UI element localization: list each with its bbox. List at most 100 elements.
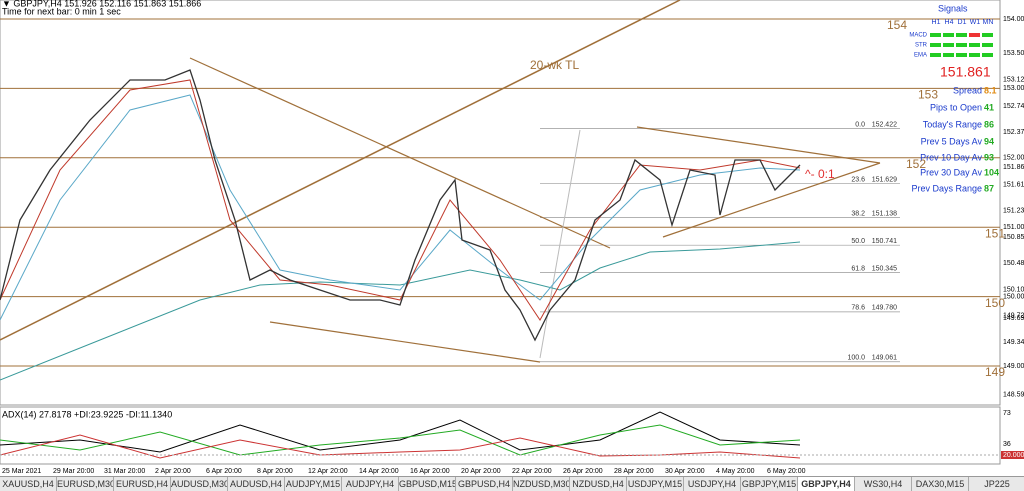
signal-cell — [969, 53, 980, 57]
symbol-tab[interactable]: GBPUSD,M15 — [399, 477, 456, 491]
price-axis-label: 153.505 — [1003, 50, 1024, 57]
signal-row: MACD — [909, 33, 927, 39]
symbol-tab[interactable]: AUDJPY,M15 — [285, 477, 342, 491]
trendline — [189, 57, 611, 249]
symbol-tab[interactable]: DAX30,M15 — [912, 477, 969, 491]
signal-cell — [982, 53, 993, 57]
moving-average — [0, 241, 801, 381]
price-axis-label: 150.855 — [1003, 234, 1024, 241]
level-label: 151 — [985, 226, 1005, 240]
stat-value: 93 — [984, 152, 994, 162]
signal-column: MN — [983, 19, 994, 26]
time-axis-label: 29 Mar 20:00 — [53, 468, 94, 475]
symbol-tab[interactable]: GBPJPY,M15 — [741, 477, 798, 491]
current-price: 151.861 — [940, 64, 991, 80]
signal-cell — [969, 33, 980, 37]
fib-level: 38.2 — [851, 210, 865, 217]
signal-column: H4 — [945, 19, 954, 26]
stat-label: Prev Days Range — [911, 183, 982, 193]
signal-cell — [956, 53, 967, 57]
trendline — [0, 0, 681, 341]
price-axis-label: 154.000 — [1003, 16, 1024, 23]
price-axis-label: 149.725 — [1003, 313, 1024, 320]
time-axis-label: 14 Apr 20:00 — [359, 468, 399, 475]
level-label: 154 — [887, 18, 907, 32]
chart-window: ▼ GBPJPY,H4 151.926 152.116 151.863 151.… — [0, 0, 1024, 475]
symbol-tab[interactable]: AUDUSD,M30 — [171, 477, 228, 491]
symbol-tab[interactable]: NZDUSD,M30 — [513, 477, 570, 491]
signal-cell — [930, 53, 941, 57]
time-axis-label: 6 Apr 20:00 — [206, 468, 242, 475]
symbol-tab[interactable]: GBPUSD,H4 — [456, 477, 513, 491]
symbol-tab[interactable]: AUDUSD,H4 — [228, 477, 285, 491]
signal-cell — [943, 53, 954, 57]
symbol-tab[interactable]: USDJPY,M15 — [627, 477, 684, 491]
signal-column: D1 — [958, 19, 967, 26]
signals-title: Signals — [938, 3, 968, 13]
price-axis-label: 152.745 — [1003, 103, 1024, 110]
level-label: 152 — [906, 157, 926, 171]
time-axis-label: 4 May 20:00 — [716, 468, 755, 475]
trendline — [636, 126, 881, 164]
signal-cell — [969, 43, 980, 47]
price-axis-label: 151.615 — [1003, 181, 1024, 188]
fib-price: 151.138 — [872, 210, 897, 217]
signal-cell — [982, 43, 993, 47]
price-axis-label: 150.480 — [1003, 260, 1024, 267]
indicator-axis-label: 73 — [1003, 410, 1011, 417]
signal-cell — [956, 43, 967, 47]
symbol-tab[interactable]: XAUUSD,H4 — [0, 477, 57, 491]
time-axis-label: 2 Apr 20:00 — [155, 468, 191, 475]
plus-di-line — [0, 424, 801, 456]
indicator-label: ADX(14) 27.8178 +DI:23.9225 -DI:11.1340 — [2, 409, 172, 419]
indicator-axis-label: 20.0000 — [1003, 452, 1024, 459]
time-axis-label: 16 Apr 20:00 — [410, 468, 450, 475]
trendline-label: 20-wk TL — [530, 58, 579, 72]
signal-cell — [982, 33, 993, 37]
symbol-tab[interactable]: JP225 — [969, 477, 1024, 491]
fib-price: 150.741 — [872, 238, 897, 245]
symbol-tab[interactable]: AUDJPY,H4 — [342, 477, 399, 491]
stat-label: Prev 30 Day Av — [920, 167, 982, 177]
symbol-tab[interactable]: EURUSD,M30 — [57, 477, 114, 491]
price-axis-label: 148.590 — [1003, 391, 1024, 398]
signal-cell — [956, 33, 967, 37]
ratio-label: ^- 0:1 — [805, 167, 835, 181]
time-axis-label: 8 Apr 20:00 — [257, 468, 293, 475]
price-axis-label: 149.000 — [1003, 363, 1024, 370]
price-axis-label: 150.100 — [1003, 287, 1024, 294]
symbol-tab[interactable]: WS30,H4 — [855, 477, 912, 491]
time-axis-label: 26 Apr 20:00 — [563, 468, 603, 475]
time-axis-label: 30 Apr 20:00 — [665, 468, 705, 475]
stat-value: 87 — [984, 183, 994, 193]
symbol-line: ▼ GBPJPY,H4 151.926 152.116 151.863 151.… — [2, 0, 201, 8]
stat-value: 104 — [984, 167, 999, 177]
time-axis-label: 31 Mar 20:00 — [104, 468, 145, 475]
price-axis-label: 153.125 — [1003, 77, 1024, 84]
symbol-tab[interactable]: GBPJPY,H4 — [798, 477, 855, 491]
price-axis-label: 149.690 — [1003, 315, 1024, 322]
indicator-level-tag — [1001, 451, 1024, 459]
signal-column: W1 — [970, 19, 981, 26]
fib-price: 149.061 — [872, 355, 897, 362]
fib-level: 50.0 — [851, 238, 865, 245]
time-axis-label: 20 Apr 20:00 — [461, 468, 501, 475]
signal-column: H1 — [932, 19, 941, 26]
signal-row: STR — [915, 43, 928, 49]
price-axis-label: 152.000 — [1003, 155, 1024, 162]
stat-label: Pips to Open — [930, 102, 982, 112]
fib-anchor — [539, 129, 581, 359]
fib-level: 100.0 — [847, 355, 865, 362]
symbol-tabs: XAUUSD,H4 EURUSD,M30 EURUSD,H4 AUDUSD,M30 AU… — [0, 476, 1024, 491]
price-axis-label: 151.866 — [1003, 164, 1024, 171]
symbol-tab[interactable]: NZDUSD,H4 — [570, 477, 627, 491]
stat-label: Prev 5 Days Av — [921, 136, 983, 146]
bar-timer: Time for next bar: 0 min 1 sec — [2, 6, 121, 16]
signal-cell — [943, 33, 954, 37]
stat-label: Today's Range — [923, 119, 982, 129]
time-axis-label: 6 May 20:00 — [767, 468, 806, 475]
fib-level: 23.6 — [851, 176, 865, 183]
symbol-tab[interactable]: USDJPY,H4 — [684, 477, 741, 491]
symbol-tab[interactable]: EURUSD,H4 — [114, 477, 171, 491]
